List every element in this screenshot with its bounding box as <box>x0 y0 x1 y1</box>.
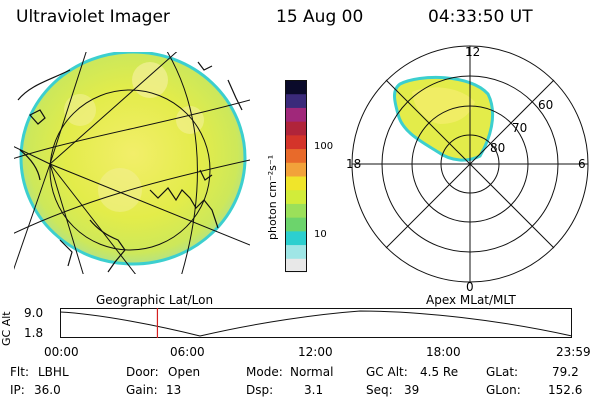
mode-label: Mode: <box>246 365 283 379</box>
lat-lon-grid <box>14 52 250 274</box>
geographic-image <box>14 52 250 274</box>
gain-label: Gain: <box>126 383 158 397</box>
colorbar-stripe <box>285 203 307 218</box>
mode-value: Normal <box>290 365 334 379</box>
flt-label: Flt: <box>10 365 29 379</box>
mlat-label-70: 70 <box>512 121 528 135</box>
colorbar-stripe <box>285 162 307 177</box>
glon-label: GLon: <box>486 383 521 397</box>
door-label: Door: <box>126 365 159 379</box>
colorbar-tick-10: 10 <box>314 229 327 240</box>
colorbar-stripe <box>285 176 307 191</box>
flt-value: LBHL <box>38 365 69 379</box>
mlat-label-80: 80 <box>490 141 506 155</box>
timeline-axis-title: GC Alt <box>0 311 13 346</box>
glon-value: 152.6 <box>548 383 583 397</box>
mlt-label-12: 12 <box>465 45 481 59</box>
colorbar-stripe <box>285 148 307 163</box>
mlt-label-0: 0 <box>466 280 474 294</box>
timeline-xtick-0000: 00:00 <box>44 345 79 359</box>
colorbar-stripe <box>285 244 307 259</box>
time-label: 04:33:50 UT <box>428 7 533 27</box>
coastline <box>17 61 243 273</box>
door-value: Open <box>168 365 201 379</box>
ip-value: 36.0 <box>34 383 61 397</box>
timeline-xtick-0600: 06:00 <box>170 345 205 359</box>
colorbar-stripe <box>285 217 307 232</box>
apex-mlat-mlt-label: Apex MLat/MLT <box>426 293 516 307</box>
dsp-value: 3.1 <box>304 383 324 397</box>
dsp-label: Dsp: <box>246 383 274 397</box>
polar-plot <box>351 45 589 283</box>
polar-grid <box>351 45 589 283</box>
colorbar-stripe <box>285 121 307 136</box>
colorbar-stripe <box>285 189 307 204</box>
gc-alt-label: GC Alt: <box>366 365 408 379</box>
altitude-curve <box>59 310 573 337</box>
seq-label: Seq: <box>366 383 393 397</box>
colorbar-stripe <box>285 258 307 273</box>
mlat-label-60: 60 <box>538 98 554 112</box>
timeline-xtick-1800: 18:00 <box>426 345 461 359</box>
colorbar-tick-100: 100 <box>314 141 334 152</box>
mlt-label-18: 18 <box>346 157 362 171</box>
seq-value: 39 <box>404 383 420 397</box>
colorbar-stripe <box>285 134 307 150</box>
colorbar-stripe <box>285 80 307 95</box>
timeline-ytick-1.8: 1.8 <box>24 326 44 340</box>
gain-value: 13 <box>166 383 182 397</box>
glat-value: 79.2 <box>552 365 579 379</box>
colorbar-stripe <box>285 230 307 246</box>
gc-alt-value: 4.5 Re <box>420 365 459 379</box>
date-label: 15 Aug 00 <box>276 7 364 27</box>
colorbar-stripe <box>285 107 307 122</box>
colorbar <box>285 80 307 273</box>
mlt-label-6: 6 <box>578 157 586 171</box>
ip-label: IP: <box>10 383 25 397</box>
timeline-xtick-1200: 12:00 <box>298 345 333 359</box>
timeline-xtick-2359: 23:59 <box>556 345 591 359</box>
glat-label: GLat: <box>486 365 519 379</box>
geographic-latlon-label: Geographic Lat/Lon <box>96 293 214 307</box>
colorbar-stripe <box>285 93 307 108</box>
timeline-ytick-9: 9.0 <box>24 306 44 320</box>
app-title: Ultraviolet Imager <box>16 7 170 27</box>
altitude-timeline <box>59 308 573 338</box>
colorbar-unit-label: photon cm⁻²s⁻¹ <box>266 154 279 240</box>
